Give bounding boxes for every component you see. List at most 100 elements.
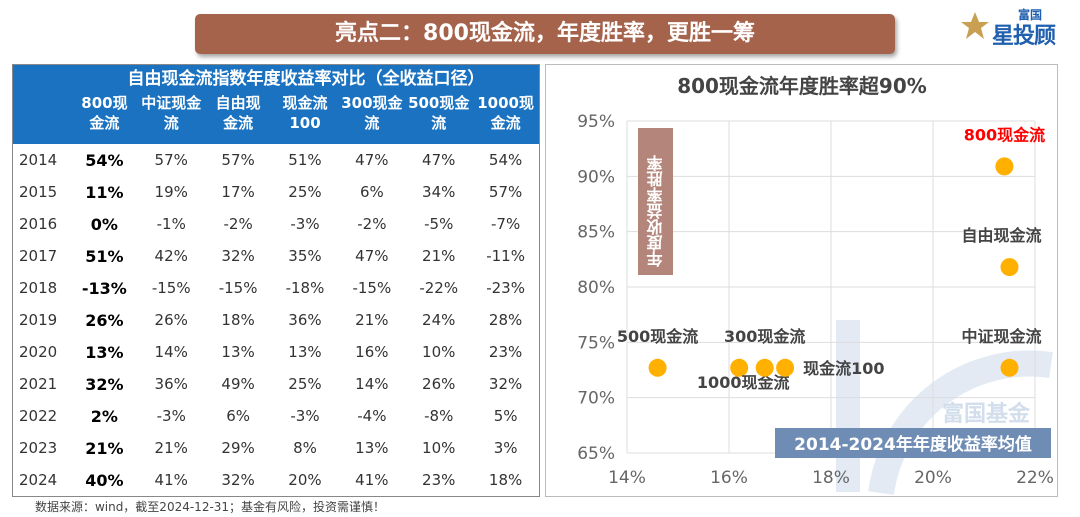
data-label: 自由现金流 xyxy=(961,226,1041,245)
return-cell: -5% xyxy=(424,215,454,233)
data-label: 500现金流 xyxy=(617,327,698,346)
brand-logo: 富国 星投顾 xyxy=(960,5,1075,55)
return-cell: 21% xyxy=(355,311,389,329)
table-row: 2019 26% 26% 18% 36% 21% 24% 28% xyxy=(13,304,539,336)
y-tick-label: 95% xyxy=(577,112,615,132)
x-tick-label: 14% xyxy=(608,468,646,488)
return-cell: -2% xyxy=(223,215,253,233)
return-cell: 47% xyxy=(355,247,389,265)
year-cell: 2020 xyxy=(19,343,58,361)
return-cell: -11% xyxy=(486,247,525,265)
table-row: 2016 0% -1% -2% -3% -2% -5% -7% xyxy=(13,208,539,240)
star-icon xyxy=(961,12,989,39)
return-cell: 13% xyxy=(355,439,389,457)
returns-table: 自由现金流指数年度收益率对比（全收益口径） 800现 金流 中证现金 流自由现 金… xyxy=(12,64,540,497)
data-point xyxy=(1000,258,1019,277)
y-axis-label: 年度收益率胜率 xyxy=(647,154,666,268)
return-cell: 23% xyxy=(488,343,523,361)
x-tick-label: 22% xyxy=(1016,468,1054,488)
year-cell: 2016 xyxy=(19,215,58,233)
x-tick-label: 18% xyxy=(812,468,850,488)
return-cell: 32% xyxy=(488,375,523,393)
return-cell: 51% xyxy=(85,246,124,266)
return-cell: 47% xyxy=(422,151,456,169)
column-header: 1000现 金流 xyxy=(477,94,534,132)
return-cell: 29% xyxy=(221,439,255,457)
return-cell: 49% xyxy=(221,375,255,393)
return-cell: 41% xyxy=(154,471,188,489)
return-cell: 25% xyxy=(288,183,322,201)
return-cell: 23% xyxy=(422,471,456,489)
return-cell: 26% xyxy=(154,311,188,329)
return-cell: -15% xyxy=(218,279,258,297)
data-label: 800现金流 xyxy=(964,125,1045,144)
return-cell: 13% xyxy=(85,342,124,362)
return-cell: 42% xyxy=(154,247,188,265)
return-cell: 32% xyxy=(221,471,255,489)
y-tick-label: 75% xyxy=(577,333,615,353)
year-cell: 2024 xyxy=(19,471,58,489)
return-cell: -15% xyxy=(151,279,191,297)
return-cell: -3% xyxy=(290,407,320,425)
y-axis-label-box xyxy=(638,128,673,275)
return-cell: -15% xyxy=(352,279,392,297)
source-footnote: 数据来源：wind，截至2024-12-31；基金有风险，投资需谨慎！ xyxy=(34,500,386,514)
return-cell: -22% xyxy=(419,279,459,297)
return-cell: 20% xyxy=(288,471,322,489)
return-cell: 32% xyxy=(221,247,255,265)
return-cell: 26% xyxy=(422,375,456,393)
year-cell: 2023 xyxy=(19,439,58,457)
column-header: 800现 金流 xyxy=(81,94,128,132)
return-cell: 26% xyxy=(85,310,124,330)
data-label: 中证现金流 xyxy=(961,327,1041,346)
return-cell: 51% xyxy=(288,151,322,169)
return-cell: 19% xyxy=(154,183,188,201)
year-cell: 2015 xyxy=(19,183,58,201)
data-point xyxy=(755,358,774,377)
scatter-chart: 富国基金 800现金流年度胜率超90% 65% 70% 75% 80% 85% 90% 95% 1… xyxy=(545,64,1058,497)
return-cell: -13% xyxy=(81,278,127,298)
table-row: 2023 21% 21% 29% 8% 13% 10% 3% xyxy=(13,432,539,464)
data-label: 300现金流 xyxy=(724,327,805,346)
chart-title: 800现金流年度胜率超90% xyxy=(677,74,927,98)
return-cell: -4% xyxy=(357,407,387,425)
return-cell: 47% xyxy=(355,151,389,169)
table-body: 2014 54% 57% 57% 51% 47% 47% 54% 2015 11% 19% 17% 25… xyxy=(13,144,539,496)
return-cell: 18% xyxy=(221,311,255,329)
year-cell: 2022 xyxy=(19,407,58,425)
table-header: 自由现金流指数年度收益率对比（全收益口径） 800现 金流 中证现金 流自由现 金… xyxy=(13,65,539,144)
return-cell: 28% xyxy=(488,311,523,329)
column-header: 中证现金 流 xyxy=(141,94,202,132)
watermark-text: 富国基金 xyxy=(942,401,1031,427)
return-cell: -23% xyxy=(486,279,525,297)
return-cell: 6% xyxy=(359,183,384,201)
return-cell: 35% xyxy=(288,247,322,265)
return-cell: -3% xyxy=(290,215,320,233)
return-cell: 11% xyxy=(85,182,124,202)
return-cell: 40% xyxy=(85,470,124,490)
logo-top-text: 富国 xyxy=(1018,8,1043,22)
watermark-ring xyxy=(868,350,1053,495)
table-row: 2018 -13% -15% -15% -18% -15% -22% -23% xyxy=(13,272,539,304)
return-cell: 6% xyxy=(226,407,250,425)
return-cell: 57% xyxy=(488,183,523,201)
return-cell: 34% xyxy=(422,183,456,201)
year-cell: 2014 xyxy=(19,151,58,169)
y-tick-label: 85% xyxy=(577,223,615,243)
x-axis-label: 2014-2024年年度收益率均值 xyxy=(794,434,1032,455)
return-cell: 10% xyxy=(422,343,456,361)
return-cell: 13% xyxy=(288,343,322,361)
return-cell: 2% xyxy=(90,406,118,426)
table-row: 2024 40% 41% 32% 20% 41% 23% 18% xyxy=(13,464,539,496)
year-cell: 2017 xyxy=(19,247,58,265)
return-cell: -1% xyxy=(156,215,186,233)
return-cell: 54% xyxy=(488,151,523,169)
return-cell: 21% xyxy=(85,438,124,458)
return-cell: 21% xyxy=(154,439,188,457)
return-cell: 18% xyxy=(488,471,523,489)
return-cell: 24% xyxy=(422,311,456,329)
return-cell: 57% xyxy=(221,151,255,169)
data-point xyxy=(648,358,667,377)
data-point xyxy=(1000,358,1019,377)
column-header: 现金流 100 xyxy=(282,94,328,132)
